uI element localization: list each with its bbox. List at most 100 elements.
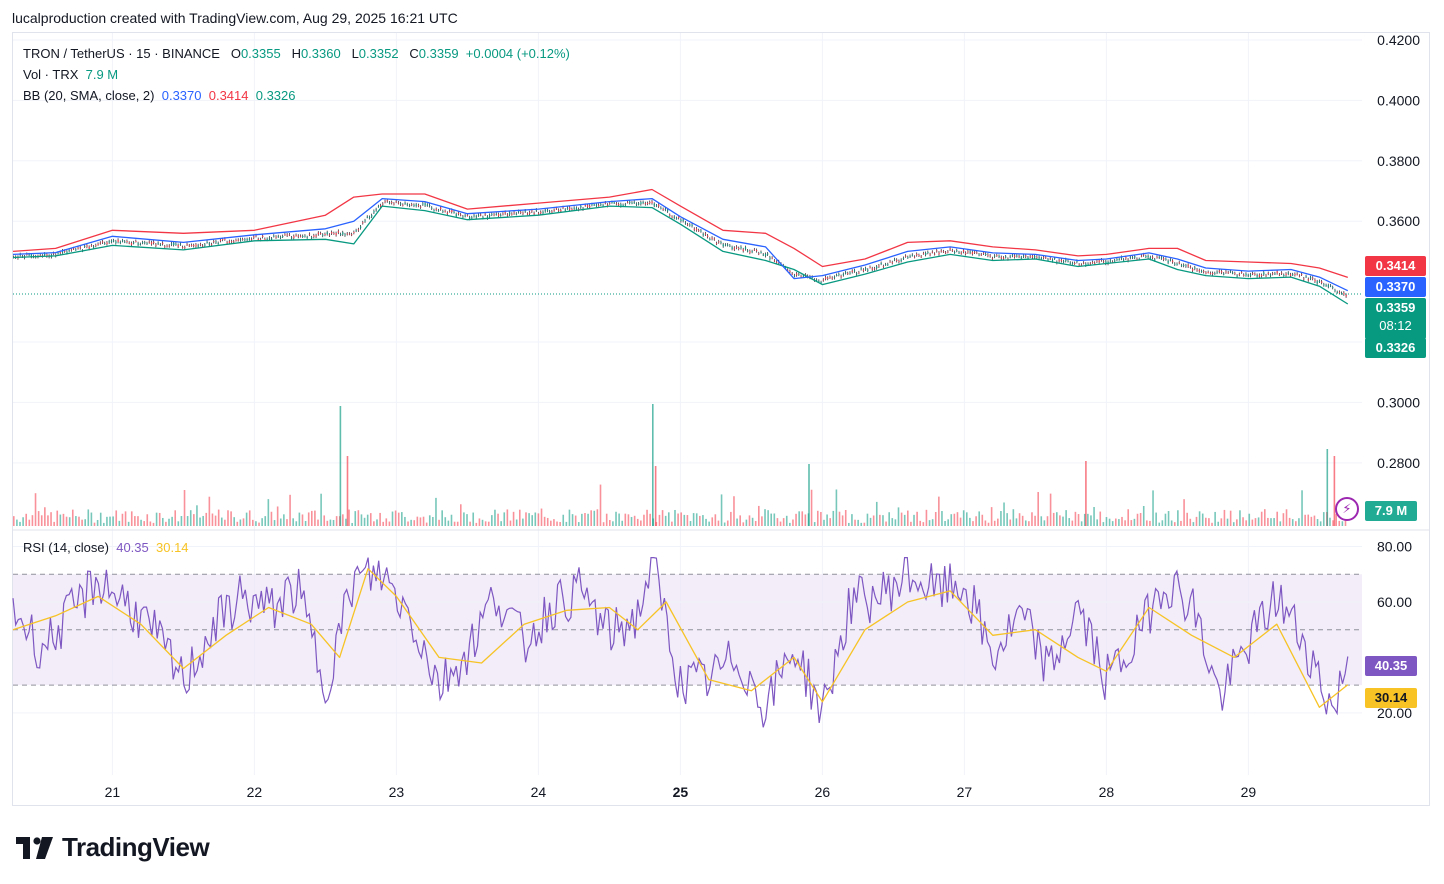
candle-body	[753, 249, 756, 251]
volume-bar	[736, 518, 738, 526]
volume-bar	[916, 511, 918, 526]
candle-body	[279, 237, 282, 239]
candle-body	[457, 212, 460, 214]
candle-body	[460, 214, 462, 216]
candle-body	[517, 210, 520, 213]
candle-body	[477, 214, 480, 216]
volume-bar	[391, 511, 394, 526]
candle-body	[1051, 259, 1054, 262]
volume-bar	[252, 519, 254, 526]
volume-bar	[913, 514, 915, 526]
volume-bar	[199, 517, 201, 526]
volume-bar	[317, 519, 319, 526]
candle-body	[580, 205, 582, 208]
candle-body	[320, 233, 322, 235]
candle-body	[1120, 256, 1123, 259]
volume-label[interactable]: Vol · TRX	[23, 67, 79, 82]
volume-bar	[180, 516, 183, 526]
volume-bar	[283, 514, 285, 526]
candle-body	[433, 210, 435, 212]
volume-bar	[475, 522, 478, 526]
volume-bar	[956, 512, 959, 526]
volume-bar	[211, 513, 214, 526]
candle-body	[308, 233, 311, 235]
candle-body	[115, 241, 117, 244]
candle-body	[651, 201, 653, 204]
volume-bar	[401, 512, 403, 526]
volume-bar	[1319, 521, 1322, 526]
volume-bar	[1006, 513, 1008, 526]
rsi-label[interactable]: RSI (14, close)	[23, 540, 109, 555]
bb-lower-value: 0.3326	[255, 88, 296, 103]
volume-bar	[795, 513, 797, 526]
candle-body	[838, 273, 840, 275]
candle-body	[736, 246, 738, 248]
candle-body	[831, 277, 833, 279]
candle-body	[994, 255, 996, 257]
candle-body	[876, 266, 878, 269]
volume-bar	[435, 497, 437, 526]
bb-basis-tag: 0.3370	[1365, 277, 1426, 297]
volume-bar	[863, 522, 866, 526]
candle-body	[1209, 272, 1212, 274]
lightning-bolt-icon[interactable]: ⚡	[1335, 497, 1359, 521]
candle-body	[1278, 274, 1281, 276]
candle-body	[340, 234, 342, 236]
candle-body	[142, 242, 144, 244]
candle-body	[462, 216, 464, 218]
candle-body	[86, 245, 88, 247]
tradingview-logo[interactable]: TradingView	[16, 832, 210, 863]
candle-body	[1287, 272, 1289, 274]
volume-bar	[472, 512, 475, 526]
candle-body	[275, 236, 277, 238]
candle-body	[898, 260, 900, 262]
candle-body	[969, 251, 971, 253]
volume-bar	[987, 522, 990, 526]
candle-body	[562, 207, 564, 209]
candle-body	[444, 210, 446, 212]
volume-bar	[1108, 518, 1111, 526]
candle-body	[497, 214, 500, 216]
candle-body	[133, 242, 135, 244]
candle-body	[664, 208, 667, 210]
candle-body	[1212, 273, 1214, 275]
candle-body	[1165, 258, 1167, 260]
volume-bar	[1310, 516, 1313, 526]
volume-bar	[1096, 519, 1098, 526]
candle-body	[146, 243, 148, 245]
candle-body	[1018, 256, 1020, 258]
candle-body	[1303, 278, 1305, 280]
symbol-title[interactable]: TRON / TetherUS · 15 · BINANCE	[23, 46, 220, 61]
candle-body	[353, 231, 355, 233]
candle-body	[878, 265, 880, 267]
candle-body	[202, 245, 204, 247]
candle-body	[1178, 262, 1180, 264]
volume-bar	[127, 521, 130, 526]
candle-body	[348, 233, 351, 235]
candle-body	[1158, 256, 1160, 258]
volume-bar	[1118, 519, 1120, 526]
volume-bar	[723, 522, 726, 526]
candle-body	[989, 255, 991, 257]
volume-bar	[720, 494, 723, 526]
volume-bar	[981, 514, 984, 526]
tradingview-logo-icon	[16, 836, 53, 859]
volume-bar	[1301, 490, 1303, 526]
candle-body	[139, 244, 142, 246]
volume-bar	[1040, 516, 1043, 526]
volume-bar	[354, 511, 357, 526]
volume-bar	[130, 511, 133, 526]
candle-body	[259, 239, 262, 241]
volume-bar	[1208, 518, 1210, 526]
volume-bar	[171, 516, 173, 526]
candle-body	[288, 234, 291, 236]
bb-label[interactable]: BB (20, SMA, close, 2)	[23, 88, 155, 103]
volume-bar	[1068, 518, 1071, 526]
candle-body	[633, 201, 635, 203]
volume-bar	[307, 512, 310, 526]
candle-body	[335, 233, 337, 236]
volume-bar	[640, 520, 642, 526]
candle-body	[667, 209, 669, 212]
close-label: C	[409, 46, 419, 61]
